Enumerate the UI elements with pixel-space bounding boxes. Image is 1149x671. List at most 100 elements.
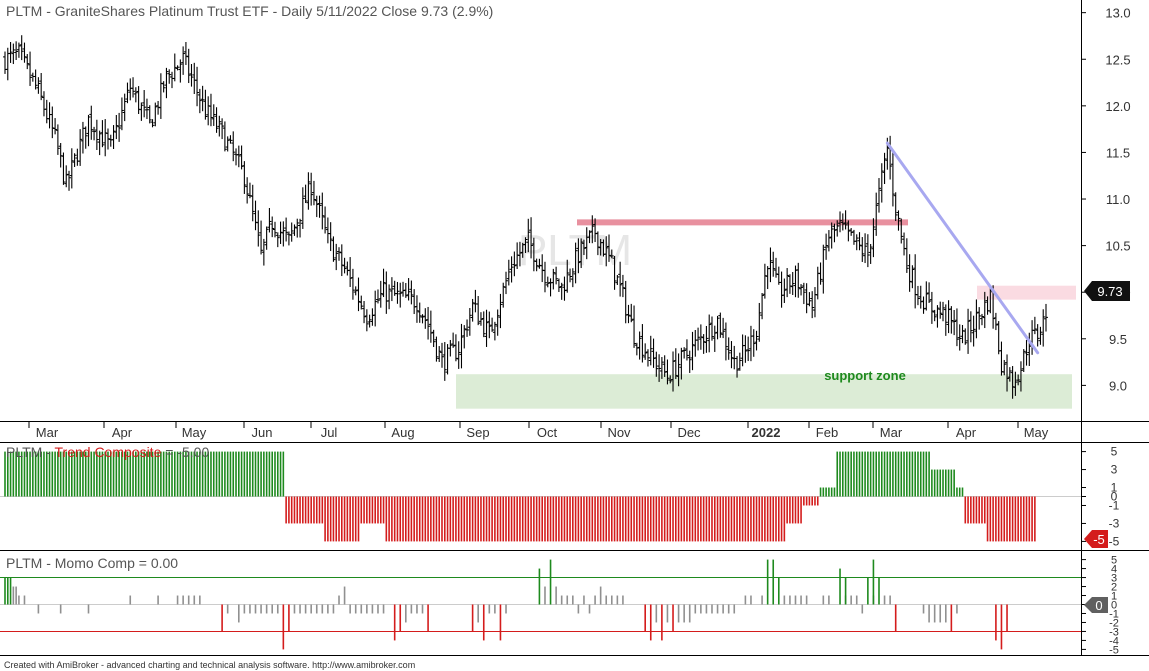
price-bar	[721, 317, 726, 339]
price-bar	[890, 150, 895, 207]
price-bar	[114, 115, 119, 140]
price-bar	[979, 313, 984, 326]
price-bar	[381, 268, 386, 298]
price-bar	[682, 347, 687, 359]
price-bar	[259, 220, 264, 255]
price-bar	[723, 322, 728, 361]
price-bar	[679, 347, 684, 380]
y-tick-label: 3	[1111, 463, 1118, 477]
price-bar	[849, 228, 854, 236]
price-bar	[50, 106, 55, 139]
price-bar	[865, 234, 870, 268]
price-bar	[278, 221, 283, 244]
price-bar	[904, 238, 909, 273]
price-bar	[623, 280, 628, 324]
y-tick-label: 0	[1111, 600, 1117, 612]
price-bar	[284, 217, 289, 242]
price-bar	[860, 237, 865, 262]
price-bar	[94, 119, 99, 150]
price-bar	[684, 339, 689, 361]
price-bar	[982, 291, 987, 329]
price-bar	[61, 152, 66, 185]
price-y-axis: 13.012.512.011.511.010.510.09.59.0	[1081, 6, 1131, 393]
trend-y-axis: 5 3 10-1 -3 -5	[1081, 445, 1120, 548]
price-bar	[414, 295, 419, 323]
price-bar	[915, 285, 920, 306]
price-bar	[239, 145, 244, 170]
price-bar	[868, 244, 873, 264]
price-bar	[690, 331, 695, 371]
price-bar	[264, 226, 269, 250]
price-bar	[456, 341, 461, 369]
price-bar	[122, 93, 127, 122]
price-bar	[542, 261, 547, 293]
price-bar	[111, 125, 116, 150]
price-bar	[743, 335, 748, 363]
price-bar	[181, 46, 186, 75]
price-bar	[58, 143, 63, 168]
price-title: PLTM - GraniteShares Platinum Trust ETF …	[6, 3, 493, 19]
price-bar	[245, 177, 250, 204]
price-bar	[451, 332, 456, 348]
price-bar	[256, 210, 261, 247]
price-bar	[300, 187, 305, 229]
price-bar	[846, 220, 851, 242]
price-bar	[754, 330, 759, 351]
price-bar	[509, 256, 514, 283]
price-bar	[195, 66, 200, 107]
price-bar	[431, 329, 436, 348]
price-bar	[331, 236, 336, 262]
price-bar	[799, 284, 804, 296]
price-bar	[356, 277, 361, 312]
price-bar	[712, 325, 717, 352]
price-bar	[829, 222, 834, 249]
price-bar	[228, 135, 233, 144]
price-bar	[139, 102, 144, 121]
price-bar	[395, 281, 400, 304]
price-bar	[918, 285, 923, 309]
y-tick-label: -1	[1109, 498, 1120, 512]
momo-title: PLTM - Momo Comp = 0.00	[6, 555, 178, 571]
price-bar	[556, 278, 561, 292]
price-bar	[167, 69, 172, 84]
price-bar	[696, 327, 701, 351]
price-bar	[186, 48, 191, 84]
price-bar	[612, 255, 617, 290]
price-bar	[495, 309, 500, 336]
price-bar	[359, 295, 364, 310]
price-x-axis: Mar Apr May Jun Jul Aug Sep Oct Nov Dec 2022 Feb Mar…	[28, 422, 1049, 440]
price-bar	[250, 184, 255, 222]
price-bar	[362, 300, 367, 324]
price-bar	[618, 261, 623, 297]
price-bar	[375, 289, 380, 304]
price-bar	[632, 305, 637, 348]
price-bar	[704, 325, 709, 353]
price-bar	[729, 341, 734, 369]
y-tick-label: -3	[1109, 626, 1119, 638]
price-bar	[938, 301, 943, 319]
price-bar	[19, 35, 24, 61]
y-tick-label: 0	[1111, 490, 1118, 504]
momo-bars	[4, 559, 1008, 650]
y-tick-label: 10.5	[1105, 239, 1130, 254]
price-bar	[946, 300, 951, 334]
price-bar	[398, 282, 403, 308]
footer-credit: Created with AmiBroker - advanced charti…	[4, 660, 415, 670]
price-bar	[568, 268, 573, 283]
price-bar	[626, 304, 631, 324]
y-tick-label: 12.5	[1105, 52, 1130, 67]
price-bar	[172, 53, 177, 82]
price-bar	[247, 182, 252, 199]
x-tick-label: Jul	[321, 425, 338, 440]
price-bar	[782, 278, 787, 303]
price-bar	[25, 54, 30, 70]
support-label: support zone	[824, 368, 906, 383]
price-bar	[762, 263, 767, 299]
y-tick-label: -5	[1109, 534, 1120, 548]
y-tick-label: 9.5	[1109, 332, 1127, 347]
price-bar	[64, 165, 69, 188]
price-bar	[462, 325, 467, 349]
price-bar	[119, 97, 124, 131]
momo-title-prefix: PLTM -	[6, 555, 55, 571]
